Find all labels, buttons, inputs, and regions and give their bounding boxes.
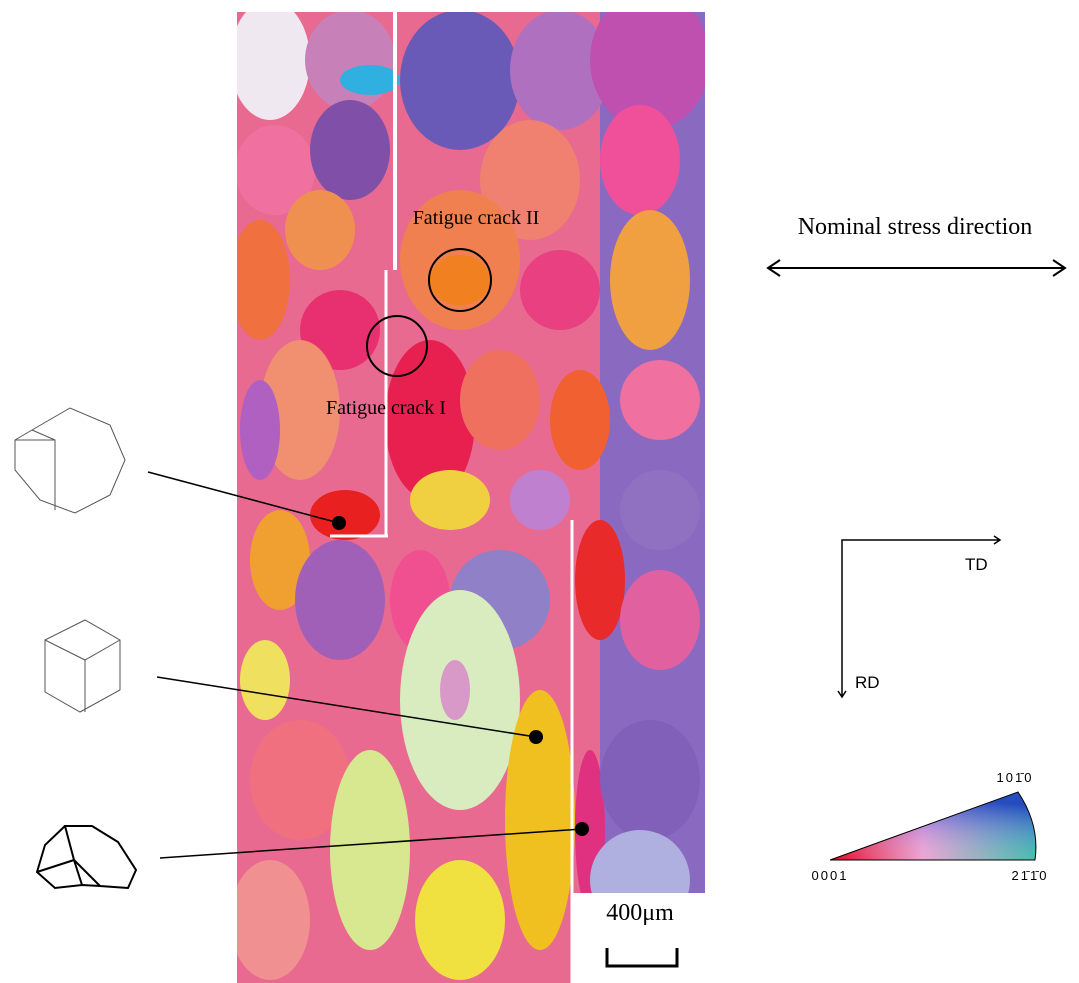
ipf-label: 21̄1̄0: [1012, 868, 1049, 883]
ebsd-map: [230, 0, 710, 983]
ipf-label: 0001: [812, 868, 849, 883]
pointer-dot: [575, 822, 589, 836]
ipf-triangle-overlay: [830, 792, 1036, 860]
scale-bar-label: 400μm: [606, 900, 674, 926]
page: {"figure": { "crack_labels": ["Fatigue c…: [0, 0, 1079, 983]
ipf-label: 101̄0: [997, 770, 1034, 785]
crystal-icons: [15, 408, 136, 888]
axis-label: RD: [855, 673, 880, 692]
figure: 400μm Fatigue crack II Fatigue crack I N…: [0, 0, 1079, 983]
stress-label: Nominal stress direction: [798, 214, 1033, 240]
crack-label: Fatigue crack I: [326, 397, 446, 419]
pointer-dot: [332, 516, 346, 530]
pointer-dot: [529, 730, 543, 744]
stress-arrow: [768, 260, 1065, 276]
crack-label: Fatigue crack II: [413, 207, 540, 229]
axis-label: TD: [965, 555, 988, 574]
